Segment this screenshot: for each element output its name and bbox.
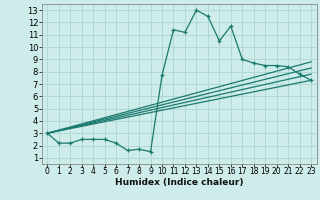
X-axis label: Humidex (Indice chaleur): Humidex (Indice chaleur) <box>115 178 244 187</box>
